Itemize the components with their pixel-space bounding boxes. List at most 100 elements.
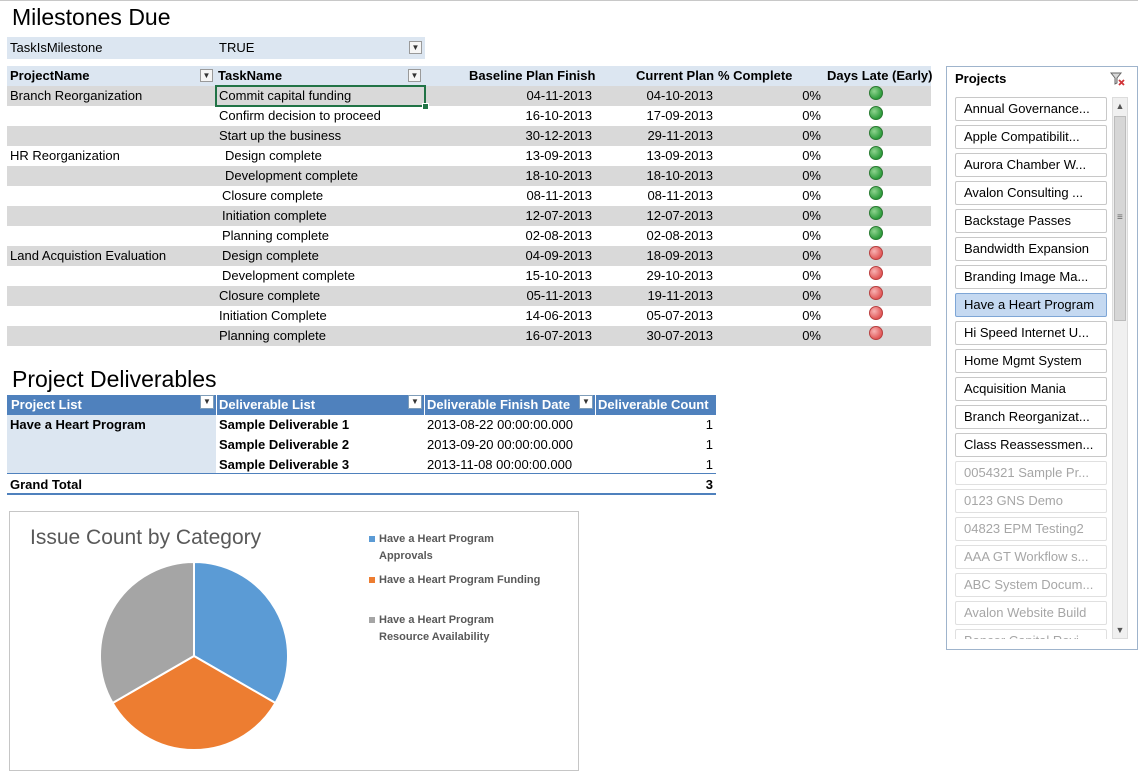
baseline-finish-cell[interactable]: 04-11-2013 <box>526 88 592 103</box>
current-plan-cell[interactable]: 04-10-2013 <box>646 88 714 103</box>
task-name-cell[interactable]: Initiation Complete <box>219 308 327 323</box>
deliverable-name[interactable]: Sample Deliverable 1 <box>219 417 350 432</box>
baseline-finish-cell[interactable]: 08-11-2013 <box>526 188 592 203</box>
scroll-down-icon[interactable]: ▼ <box>1115 625 1125 635</box>
task-name-cell[interactable]: Planning complete <box>219 328 326 343</box>
project-name-cell[interactable]: Branch Reorganization <box>10 88 143 103</box>
baseline-finish-cell[interactable]: 18-10-2013 <box>525 168 593 183</box>
baseline-finish-cell[interactable]: 13-09-2013 <box>525 148 593 163</box>
fill-handle[interactable] <box>422 103 429 110</box>
current-plan-cell[interactable]: 19-11-2013 <box>647 288 713 303</box>
percent-complete-cell[interactable]: 0% <box>802 188 821 203</box>
baseline-finish-cell[interactable]: 16-10-2013 <box>525 108 593 123</box>
slicer-item[interactable]: Avalon Website Build <box>955 601 1107 625</box>
current-plan-cell[interactable]: 18-10-2013 <box>646 168 714 183</box>
current-plan-cell[interactable]: 29-11-2013 <box>647 128 713 143</box>
task-name-cell[interactable]: Development complete <box>225 168 358 183</box>
current-plan-cell[interactable]: 30-07-2013 <box>646 328 714 343</box>
slicer-item[interactable]: Annual Governance... <box>955 97 1107 121</box>
slicer-item[interactable]: Bancor Capital Revi... <box>955 629 1107 639</box>
percent-complete-cell[interactable]: 0% <box>802 328 821 343</box>
project-name-cell[interactable]: HR Reorganization <box>10 148 120 163</box>
task-name-cell[interactable]: Confirm decision to proceed <box>219 108 381 123</box>
finish-date-dropdown-icon[interactable]: ▼ <box>579 395 593 409</box>
filter-funnel-icon[interactable]: ▼ <box>409 41 422 54</box>
percent-complete-cell[interactable]: 0% <box>802 208 821 223</box>
deliverable-name[interactable]: Sample Deliverable 2 <box>219 437 350 452</box>
task-name-dropdown-icon[interactable]: ▼ <box>408 69 421 82</box>
task-name-cell[interactable]: Start up the business <box>219 128 342 143</box>
baseline-finish-cell[interactable]: 15-10-2013 <box>525 268 593 283</box>
selected-cell[interactable] <box>215 85 426 107</box>
task-name-cell[interactable]: Design complete <box>222 248 319 263</box>
slicer-item[interactable]: 0123 GNS Demo <box>955 489 1107 513</box>
baseline-finish-cell[interactable]: 12-07-2013 <box>525 208 593 223</box>
current-plan-cell[interactable]: 18-09-2013 <box>646 248 714 263</box>
slicer-item[interactable]: Aurora Chamber W... <box>955 153 1107 177</box>
slicer-item[interactable]: Class Reassessmen... <box>955 433 1107 457</box>
slicer-item[interactable]: Have a Heart Program <box>955 293 1107 317</box>
slicer-item[interactable]: Bandwidth Expansion <box>955 237 1107 261</box>
percent-complete-cell[interactable]: 0% <box>802 308 821 323</box>
slicer-item[interactable]: 04823 EPM Testing2 <box>955 517 1107 541</box>
baseline-finish-cell[interactable]: 05-11-2013 <box>526 288 592 303</box>
task-name-cell[interactable]: Initiation complete <box>222 208 327 223</box>
current-plan-cell[interactable]: 12-07-2013 <box>646 208 714 223</box>
percent-complete-cell[interactable]: 0% <box>802 268 821 283</box>
deliverable-count[interactable]: 1 <box>705 437 713 452</box>
slicer-item[interactable]: Avalon Consulting ... <box>955 181 1107 205</box>
slicer-item[interactable]: Acquisition Mania <box>955 377 1107 401</box>
deliverable-finish-date[interactable]: 2013-09-20 00:00:00.000 <box>427 437 574 452</box>
percent-complete-cell[interactable]: 0% <box>802 128 821 143</box>
slicer-scrollbar[interactable]: ▲ ≡ ▼ <box>1112 97 1128 639</box>
current-plan-cell[interactable]: 05-07-2013 <box>646 308 714 323</box>
slicer-item[interactable]: ABC System Docum... <box>955 573 1107 597</box>
slicer-item[interactable]: Hi Speed Internet U... <box>955 321 1107 345</box>
percent-complete-cell[interactable]: 0% <box>802 168 821 183</box>
slicer-item[interactable]: 0054321 Sample Pr... <box>955 461 1107 485</box>
deliverable-name[interactable]: Sample Deliverable 3 <box>219 457 350 472</box>
current-plan-cell[interactable]: 02-08-2013 <box>646 228 714 243</box>
percent-complete-cell[interactable]: 0% <box>802 288 821 303</box>
task-name-cell[interactable]: Planning complete <box>222 228 329 243</box>
task-name-cell[interactable]: Design complete <box>225 148 322 163</box>
current-plan-cell[interactable]: 08-11-2013 <box>647 188 713 203</box>
filter-value[interactable]: TRUE <box>219 40 255 55</box>
deliverable-count[interactable]: 1 <box>705 417 713 432</box>
slicer-item[interactable]: Apple Compatibilit... <box>955 125 1107 149</box>
deliverable-finish-date[interactable]: 2013-11-08 00:00:00.000 <box>427 457 573 472</box>
deliverable-list-dropdown-icon[interactable]: ▼ <box>408 395 422 409</box>
task-name-cell[interactable]: Closure complete <box>222 188 324 203</box>
percent-complete-cell[interactable]: 0% <box>802 228 821 243</box>
percent-complete-cell[interactable]: 0% <box>802 88 821 103</box>
scroll-up-icon[interactable]: ▲ <box>1115 101 1125 111</box>
task-name-cell[interactable]: Commit capital funding <box>219 88 352 103</box>
slicer-item[interactable]: AAA GT Workflow s... <box>955 545 1107 569</box>
task-name-cell[interactable]: Closure complete <box>219 288 321 303</box>
pie-slice-2[interactable] <box>111 654 277 751</box>
current-plan-cell[interactable]: 13-09-2013 <box>646 148 714 163</box>
project-name-dropdown-icon[interactable]: ▼ <box>200 69 213 82</box>
baseline-finish-cell[interactable]: 16-07-2013 <box>525 328 593 343</box>
pie-slice-3[interactable] <box>99 560 195 705</box>
current-plan-cell[interactable]: 17-09-2013 <box>646 108 714 123</box>
task-name-cell[interactable]: Development complete <box>222 268 355 283</box>
percent-complete-cell[interactable]: 0% <box>802 248 821 263</box>
slicer-item[interactable]: Branch Reorganizat... <box>955 405 1107 429</box>
baseline-finish-cell[interactable]: 04-09-2013 <box>525 248 593 263</box>
slicer-item[interactable]: Branding Image Ma... <box>955 265 1107 289</box>
slicer-item[interactable]: Backstage Passes <box>955 209 1107 233</box>
deliverable-count[interactable]: 1 <box>705 457 713 472</box>
baseline-finish-cell[interactable]: 30-12-2013 <box>525 128 593 143</box>
current-plan-cell[interactable]: 29-10-2013 <box>646 268 714 283</box>
baseline-finish-cell[interactable]: 14-06-2013 <box>525 308 593 323</box>
deliverable-finish-date[interactable]: 2013-08-22 00:00:00.000 <box>427 417 574 432</box>
baseline-finish-cell[interactable]: 02-08-2013 <box>525 228 593 243</box>
project-list-filter-icon[interactable]: ▼ <box>200 395 214 409</box>
scroll-thumb[interactable]: ≡ <box>1114 116 1126 321</box>
pie-slice-1[interactable] <box>193 560 289 705</box>
percent-complete-cell[interactable]: 0% <box>802 148 821 163</box>
slicer-item[interactable]: Home Mgmt System <box>955 349 1107 373</box>
percent-complete-cell[interactable]: 0% <box>802 108 821 123</box>
project-name-cell[interactable]: Land Acquistion Evaluation <box>10 248 167 263</box>
